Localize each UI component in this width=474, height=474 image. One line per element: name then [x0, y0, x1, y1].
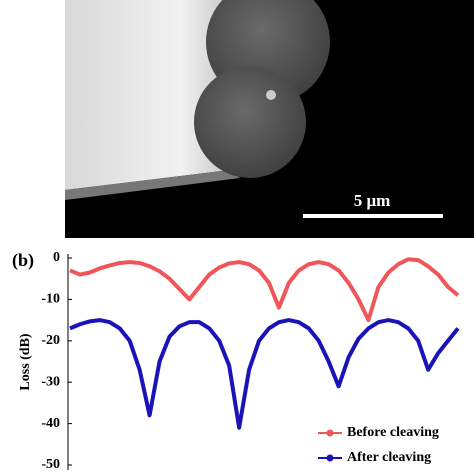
panel-label: (b)	[12, 250, 34, 271]
y-tick-label: -10	[41, 292, 60, 307]
legend-label: After cleaving	[347, 450, 431, 465]
sem-image: 5 μm	[65, 0, 474, 238]
line	[69, 257, 460, 323]
y-axis-title: Loss (dB)	[18, 333, 33, 391]
legend-label: Before cleaving	[347, 425, 439, 440]
legend-marker	[326, 429, 334, 437]
scale-bar-label: 5 μm	[354, 191, 391, 210]
y-tick-label: 0	[53, 250, 60, 265]
legend-marker	[326, 454, 334, 462]
line	[69, 318, 460, 430]
y-tick-label: -50	[41, 457, 60, 472]
y-tick-label: -30	[41, 374, 60, 389]
y-tick-label: -20	[41, 333, 60, 348]
y-tick-label: -40	[41, 416, 60, 431]
